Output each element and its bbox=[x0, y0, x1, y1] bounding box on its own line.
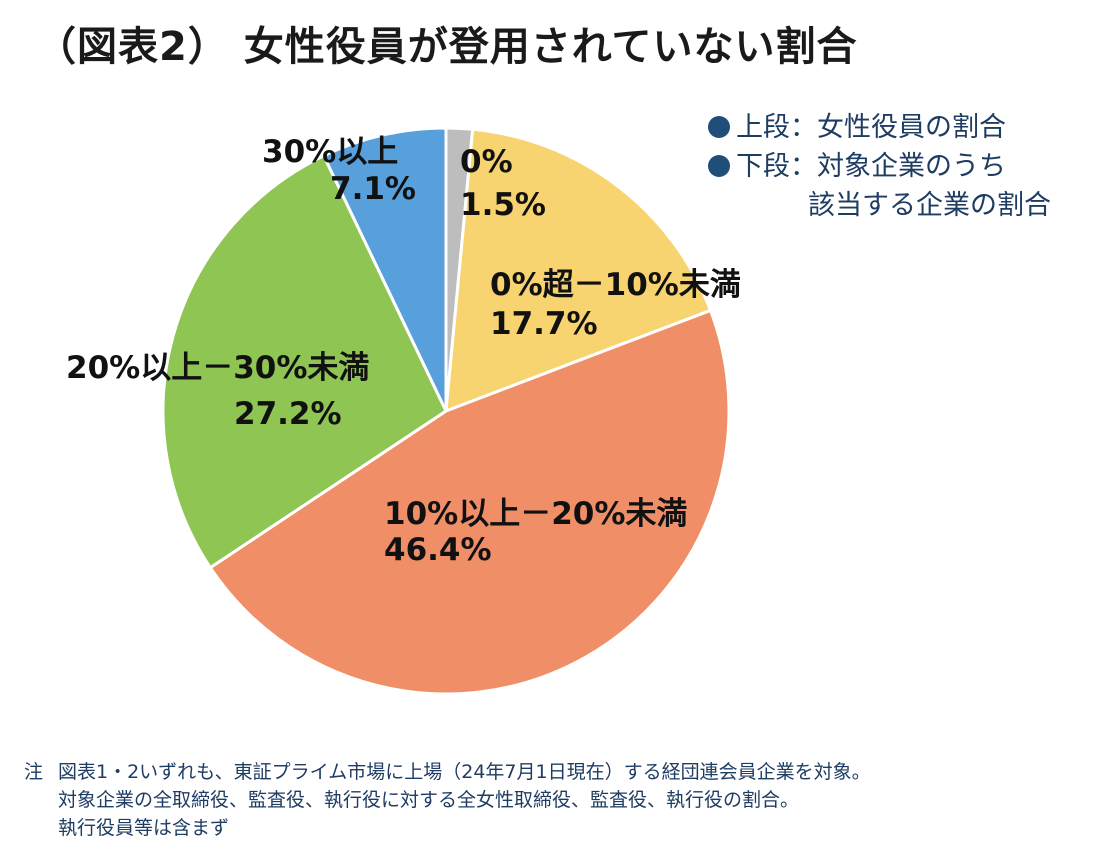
legend-text: 上段：女性役員の割合 bbox=[736, 108, 1006, 147]
slice-label-0-10pct-value: 17.7% bbox=[490, 306, 598, 342]
slice-label-30pct-value: 7.1% bbox=[330, 171, 416, 207]
pie-slice-2 bbox=[208, 308, 731, 696]
slice-label-0pct-name: 0% bbox=[460, 144, 513, 180]
pie-slice-3 bbox=[161, 153, 448, 570]
pie-slice-1 bbox=[444, 127, 713, 414]
legend: 上段：女性役員の割合 下段：対象企業のうち 該当する企業の割合 bbox=[708, 108, 1051, 225]
footnote-line: 対象企業の全取締役、監査役、執行役に対する全女性取締役、監査役、執行役の割合。 bbox=[58, 789, 800, 811]
legend-line: 上段：女性役員の割合 bbox=[736, 112, 1006, 143]
slice-label-20-30pct-name: 20%以上－30%未満 bbox=[66, 350, 369, 386]
slice-label-30pct-name: 30%以上 bbox=[262, 134, 398, 170]
pie-slices bbox=[161, 126, 731, 696]
pie-labels: 0% 1.5% 0%超－10%未満 17.7% 10%以上－20%未満 46.4… bbox=[66, 134, 741, 568]
legend-line: 該当する企業の割合 bbox=[808, 190, 1051, 221]
footnote: 注 図表1・2いずれも、東証プライム市場に上場（24年7月1日現在）する経団連会… bbox=[24, 758, 871, 842]
footnote-prefix: 注 bbox=[24, 761, 44, 783]
slice-label-10-20pct-name: 10%以上－20%未満 bbox=[384, 496, 687, 532]
legend-item-lower: 下段：対象企業のうち 該当する企業の割合 bbox=[708, 147, 1051, 225]
legend-item-upper: 上段：女性役員の割合 bbox=[708, 108, 1051, 147]
legend-dot-icon bbox=[708, 116, 730, 138]
footnote-lines: 図表1・2いずれも、東証プライム市場に上場（24年7月1日現在）する経団連会員企… bbox=[58, 758, 871, 842]
footnote-row: 注 図表1・2いずれも、東証プライム市場に上場（24年7月1日現在）する経団連会… bbox=[24, 758, 871, 842]
footnote-line: 図表1・2いずれも、東証プライム市場に上場（24年7月1日現在）する経団連会員企… bbox=[58, 761, 871, 783]
slice-label-0-10pct-name: 0%超－10%未満 bbox=[490, 267, 741, 303]
slice-label-0pct-value: 1.5% bbox=[460, 187, 546, 223]
footnote-line: 執行役員等は含まず bbox=[58, 817, 230, 839]
legend-dot-icon bbox=[708, 155, 730, 177]
slice-label-20-30pct-value: 27.2% bbox=[234, 396, 342, 432]
chart-title: （図表2） 女性役員が登用されていない割合 bbox=[36, 24, 858, 70]
legend-line: 下段：対象企業のうち bbox=[736, 151, 1006, 182]
legend-text: 下段：対象企業のうち 該当する企業の割合 bbox=[736, 147, 1051, 225]
pie-slice-4 bbox=[321, 126, 448, 412]
slice-label-10-20pct-value: 46.4% bbox=[384, 532, 492, 568]
